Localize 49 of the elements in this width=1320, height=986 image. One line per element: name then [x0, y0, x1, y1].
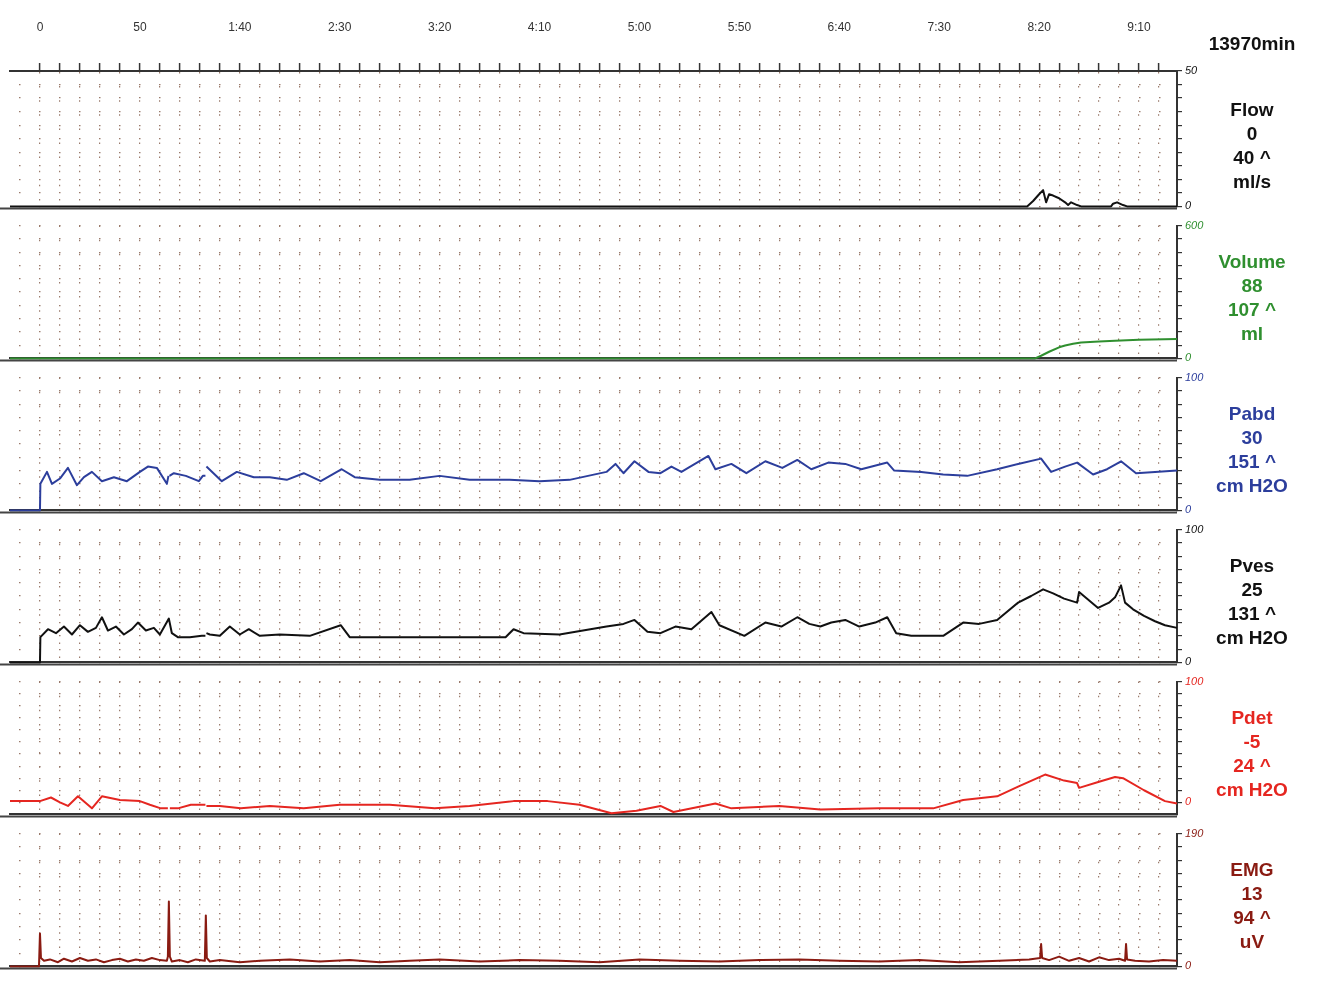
y-tick-label: 0	[1185, 351, 1192, 364]
y-tick-label: 0	[1185, 959, 1192, 972]
x-tick-label: 4:10	[527, 20, 552, 35]
y-tick-label: 190	[1185, 826, 1205, 839]
text: 94 ^	[1233, 907, 1271, 929]
text: -5	[1243, 731, 1261, 753]
x-tick-label: 3:20	[427, 20, 452, 35]
text: EMG	[1230, 859, 1274, 881]
x-tick-label: 2:30	[328, 20, 352, 35]
y-axis-title: uV	[1239, 931, 1265, 953]
x-tick-label: 1:40	[228, 20, 252, 35]
y-tick-label: 0	[1185, 503, 1192, 516]
text: Pves	[1229, 555, 1275, 577]
x-tick-label: 7:30	[927, 20, 952, 35]
text: 0	[1246, 123, 1258, 145]
x-axis-title: 13970min	[1208, 33, 1296, 55]
y-axis-title: ml/s	[1232, 171, 1272, 193]
y-axis-title: cm H2O	[1216, 627, 1288, 649]
text: 107 ^	[1227, 299, 1277, 321]
y-tick-label: 100	[1185, 370, 1205, 383]
text: 24 ^	[1233, 755, 1271, 777]
text: 40 ^	[1233, 147, 1271, 169]
text: 13	[1241, 883, 1263, 905]
x-tick-label: 50	[133, 20, 147, 35]
y-axis-title: cm H2O	[1216, 475, 1288, 497]
text: 25	[1241, 579, 1263, 601]
y-tick-label: 0	[1185, 199, 1192, 212]
y-axis-title: ml	[1240, 323, 1264, 345]
y-axis-title: cm H2O	[1216, 779, 1288, 801]
y-tick-label: 0	[1185, 655, 1192, 668]
text: 131 ^	[1227, 603, 1277, 625]
text: 88	[1241, 275, 1263, 297]
text: 30	[1241, 427, 1263, 449]
y-tick-label: 100	[1185, 674, 1205, 687]
x-tick-label: 0	[36, 20, 44, 35]
x-tick-label: 5:50	[727, 20, 752, 35]
text: Pabd	[1228, 403, 1276, 425]
text: Pdet	[1231, 707, 1274, 729]
x-tick-label: 5:00	[627, 20, 652, 35]
y-tick-label: 100	[1185, 522, 1205, 535]
y-tick-label: 0	[1185, 795, 1192, 808]
y-tick-label: 600	[1185, 218, 1205, 231]
text: Flow	[1230, 99, 1274, 121]
x-tick-label: 9:10	[1127, 20, 1152, 35]
text: Volume	[1218, 251, 1286, 273]
y-tick-label: 50	[1185, 64, 1199, 77]
text: 151 ^	[1227, 451, 1277, 473]
x-tick-label: 6:40	[827, 20, 852, 35]
x-tick-label: 8:20	[1027, 20, 1052, 35]
